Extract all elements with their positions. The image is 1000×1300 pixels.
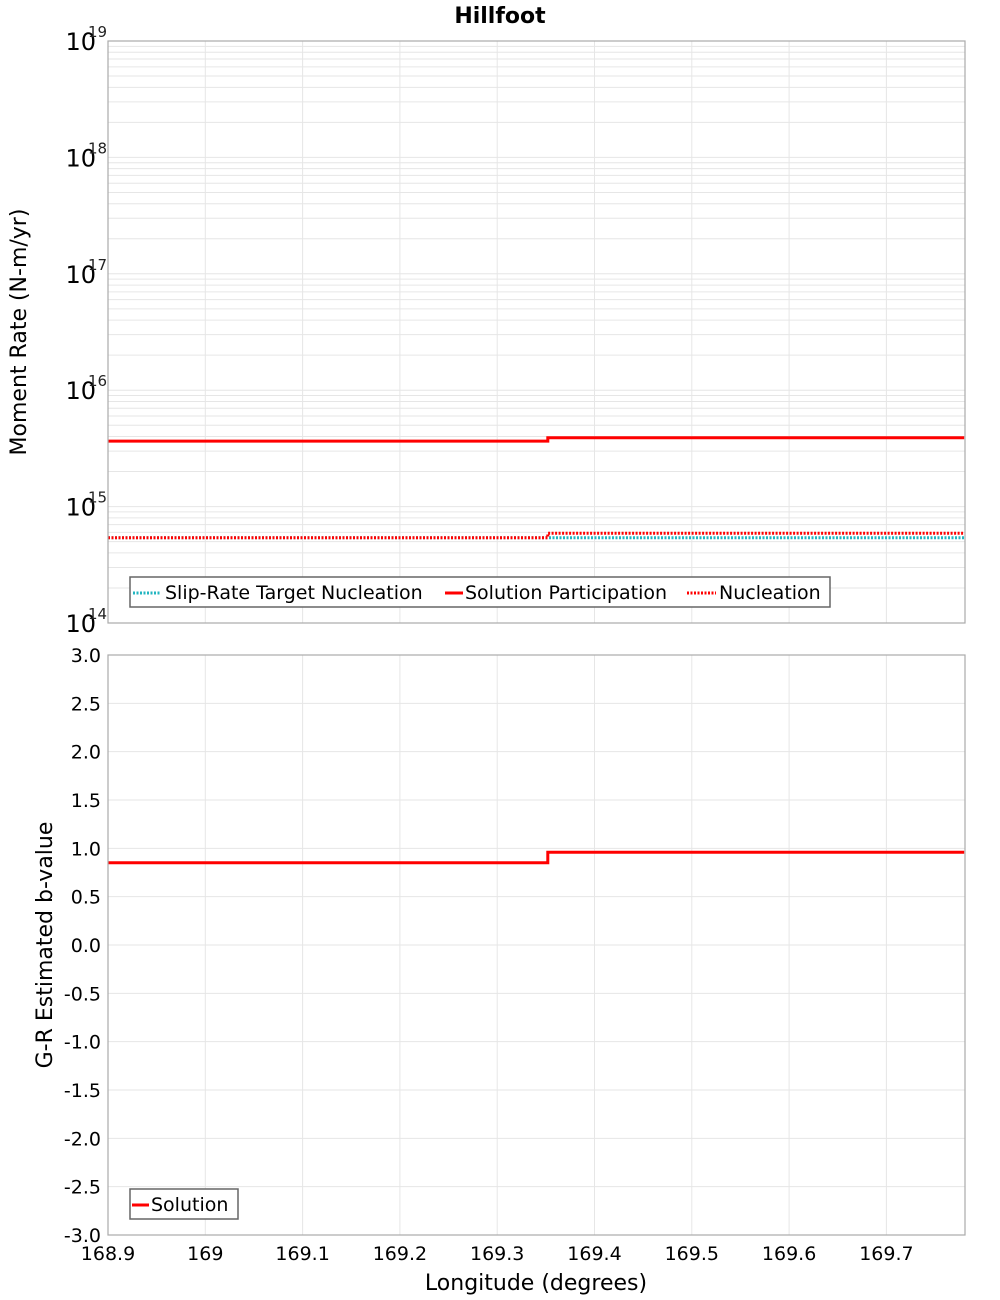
y-tick-label: 2.0 (71, 742, 101, 764)
top-y-axis-label: Moment Rate (N-m/yr) (7, 209, 32, 456)
x-axis-label: Longitude (degrees) (425, 1271, 647, 1296)
y-tick-exponent: 15 (88, 489, 107, 507)
bottom-plot: 3.0 2.5 2.0 1.5 1.0 0.5 0.0 -0.5 -1.0 -1.5 -2.0 -2.… (33, 645, 966, 1247)
x-tick-label: 169 (187, 1243, 223, 1265)
y-tick-label: 10 (65, 144, 96, 172)
x-tick-label: 169.4 (567, 1243, 621, 1265)
y-tick-label: -2.0 (64, 1128, 101, 1150)
series-solution-participation (108, 436, 965, 443)
y-tick-label: 10 (65, 377, 96, 405)
y-tick-label: 0.0 (71, 935, 101, 957)
bottom-y-ticks: 3.0 2.5 2.0 1.5 1.0 0.5 0.0 -0.5 -1.0 -1.5 -2.0 -2.… (64, 645, 101, 1247)
bottom-legend: Solution (129, 1188, 239, 1220)
top-legend: Slip-Rate Target Nucleation Solution Par… (129, 576, 831, 608)
bottom-plot-frame (107, 654, 966, 1236)
y-tick-label: -3.0 (64, 1225, 101, 1247)
y-tick-exponent: 17 (88, 256, 107, 274)
y-tick-label: 10 (65, 28, 96, 56)
x-tick-label: 169.3 (470, 1243, 524, 1265)
x-tick-label: 169.6 (762, 1243, 816, 1265)
x-tick-label: 169.7 (859, 1243, 913, 1265)
y-tick-exponent: 16 (88, 372, 107, 390)
top-plot-area (108, 41, 965, 623)
y-tick-label: -1.0 (64, 1032, 101, 1054)
legend-target-label: Slip-Rate Target Nucleation (165, 582, 423, 604)
y-tick-label: -2.5 (64, 1177, 101, 1199)
chart-title: Hillfoot (454, 4, 546, 29)
y-tick-label: -1.5 (64, 1080, 101, 1102)
bottom-y-axis-label: G-R Estimated b-value (33, 822, 58, 1069)
y-tick-exponent: 18 (88, 139, 107, 157)
x-tick-label: 169.1 (275, 1243, 329, 1265)
y-tick-label: 1.0 (71, 838, 101, 860)
y-tick-label: 10 (65, 494, 96, 522)
y-tick-label: 10 (65, 610, 96, 638)
legend-solution-label: Solution (151, 1194, 228, 1216)
x-tick-label: 169.5 (665, 1243, 719, 1265)
y-tick-label: -0.5 (64, 983, 101, 1005)
y-tick-label: 2.5 (71, 693, 101, 715)
y-tick-label: 1.5 (71, 790, 101, 812)
y-tick-label: 10 (65, 261, 96, 289)
y-tick-label: 0.5 (71, 887, 101, 909)
y-tick-exponent: 19 (88, 23, 107, 41)
x-tick-label: 168.9 (81, 1243, 135, 1265)
legend-nucleation-label: Nucleation (719, 582, 821, 604)
top-plot-frame (107, 40, 966, 624)
y-tick-exponent: 14 (88, 605, 107, 623)
legend-solution-participation-label: Solution Participation (465, 582, 667, 604)
y-tick-label: 3.0 (71, 645, 101, 667)
series-nucleation (108, 531, 965, 540)
series-solution (108, 850, 965, 865)
top-series (108, 436, 965, 540)
bottom-series (108, 850, 965, 865)
x-tick-label: 169.2 (373, 1243, 427, 1265)
x-ticks: 168.9 169 169.1 169.2 169.3 169.4 169.5 169.6 16… (81, 1243, 914, 1265)
